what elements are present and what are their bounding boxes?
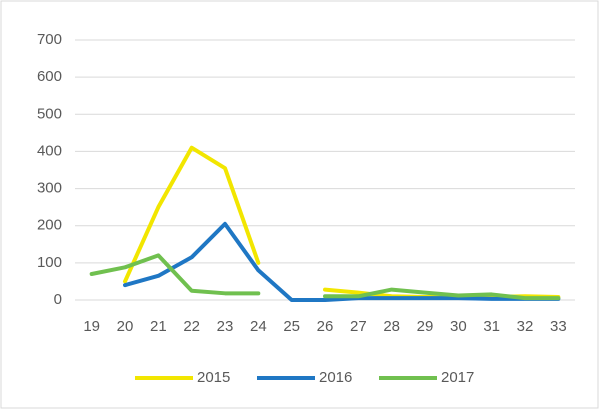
y-tick-label: 700: [37, 31, 62, 48]
x-tick-label: 27: [350, 318, 367, 335]
y-tick-label: 0: [54, 291, 62, 308]
x-tick-label: 32: [517, 318, 534, 335]
legend-label: 2017: [441, 369, 474, 386]
legend-label: 2016: [319, 369, 352, 386]
x-tick-label: 25: [283, 318, 300, 335]
series-line: [123, 221, 561, 302]
y-tick-label: 200: [37, 217, 62, 234]
x-tick-label: 31: [483, 318, 500, 335]
x-tick-label: 28: [383, 318, 400, 335]
x-tick-label: 29: [417, 318, 434, 335]
x-tick-label: 26: [317, 318, 334, 335]
y-tick-label: 600: [37, 68, 62, 85]
legend-label: 2015: [197, 369, 230, 386]
x-tick-label: 33: [550, 318, 567, 335]
x-tick-label: 30: [450, 318, 467, 335]
y-tick-label: 500: [37, 105, 62, 122]
series-line: [89, 253, 561, 301]
x-tick-label: 19: [83, 318, 100, 335]
x-tick-label: 21: [150, 318, 167, 335]
x-tick-label: 23: [217, 318, 234, 335]
x-tick-label: 22: [183, 318, 200, 335]
y-tick-label: 400: [37, 142, 62, 159]
y-tick-label: 300: [37, 180, 62, 197]
x-tick-label: 20: [117, 318, 134, 335]
x-tick-label: 24: [250, 318, 267, 335]
y-tick-label: 100: [37, 254, 62, 271]
